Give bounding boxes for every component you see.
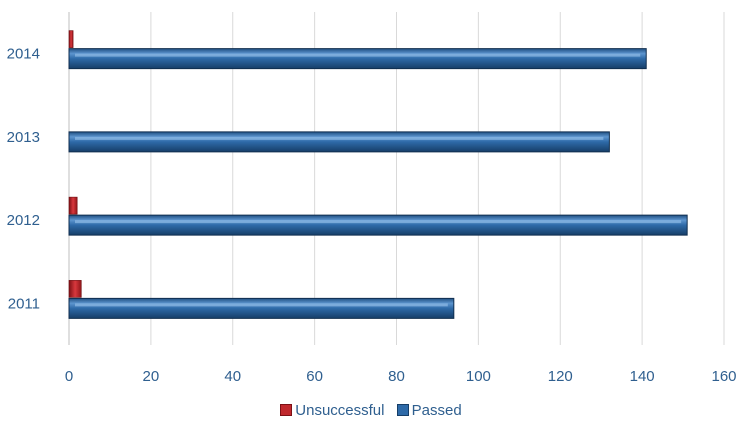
legend-label-passed: Passed	[411, 402, 462, 419]
y-tick-label-2013: 2013	[7, 129, 40, 146]
x-tick-label-40: 40	[224, 368, 241, 385]
x-tick-label-100: 100	[466, 368, 491, 385]
x-tick-label-80: 80	[388, 368, 405, 385]
legend-item-passed: Passed	[396, 402, 462, 419]
legend: Unsuccessful Passed	[0, 402, 742, 419]
legend-swatch-passed	[396, 404, 409, 416]
axis-labels: 0 20 40 60 80 100 120 140 160 2011 2012 2013 2014	[7, 46, 737, 385]
x-tick-label-120: 120	[548, 368, 573, 385]
bar-passed-2011	[68, 297, 455, 319]
bar-passed-2012	[68, 214, 688, 236]
bar-passed-2014	[68, 48, 647, 70]
legend-swatch-unsuccessful	[280, 404, 293, 416]
bar-unsuccessful-2011	[68, 280, 82, 298]
bar-unsuccessful-2014	[68, 30, 74, 48]
x-tick-label-160: 160	[711, 368, 736, 385]
y-tick-label-2012: 2012	[7, 212, 40, 229]
bars	[68, 30, 688, 319]
bar-passed-2013	[68, 131, 610, 153]
y-tick-label-2014: 2014	[7, 46, 40, 63]
legend-label-unsuccessful: Unsuccessful	[295, 402, 385, 419]
legend-item-unsuccessful: Unsuccessful	[280, 402, 384, 419]
bar-passed-highlight-2014	[75, 53, 641, 57]
y-tick-label-2011: 2011	[8, 295, 40, 312]
bar-passed-highlight-2013	[75, 136, 604, 140]
bar-passed-highlight-2011	[75, 303, 448, 307]
bar-unsuccessful-2012	[68, 196, 78, 215]
x-tick-label-20: 20	[143, 368, 160, 385]
x-tick-label-0: 0	[65, 368, 73, 385]
bar-passed-highlight-2012	[75, 220, 682, 224]
x-tick-label-140: 140	[630, 368, 655, 385]
x-tick-label-60: 60	[306, 368, 323, 385]
